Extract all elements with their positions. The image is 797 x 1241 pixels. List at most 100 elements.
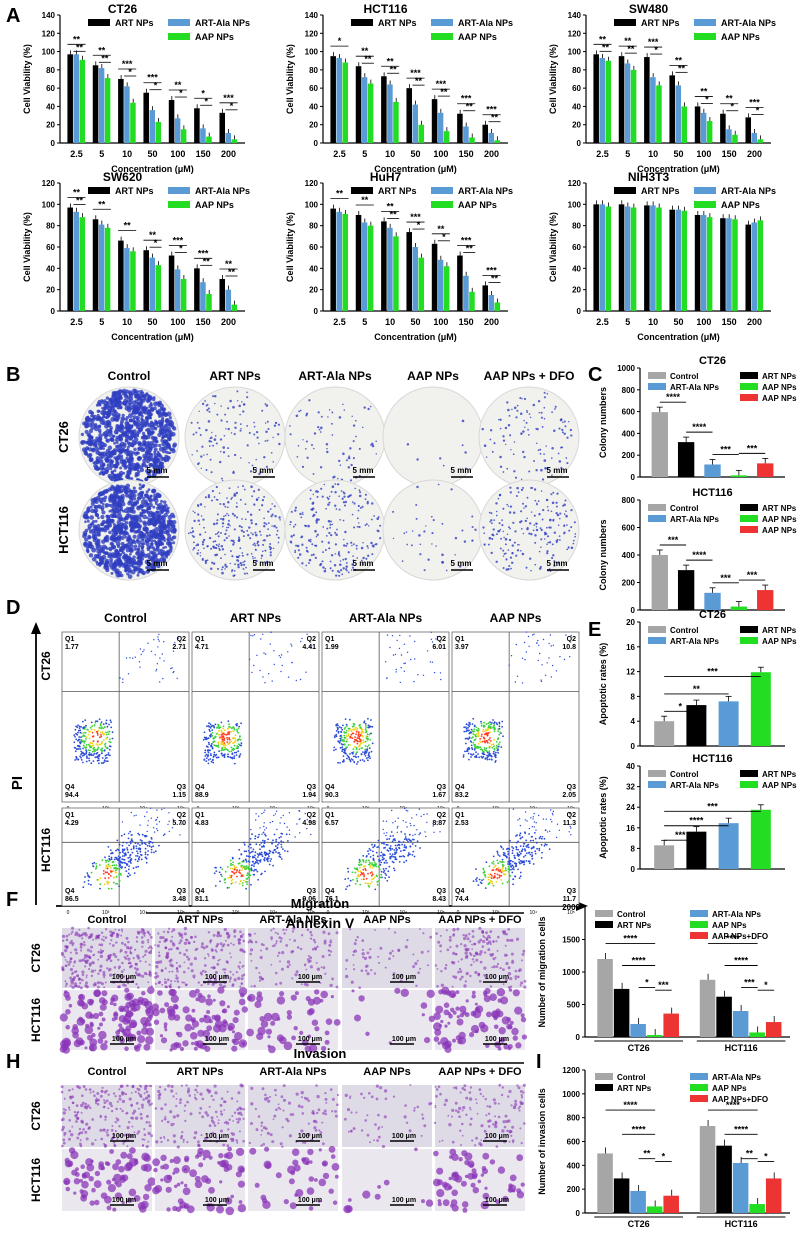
event-dot: [108, 730, 111, 733]
colony-dot: [196, 543, 200, 546]
legend-swatch: [431, 33, 453, 40]
colony-dot: [235, 555, 239, 559]
event-dot: [118, 885, 121, 888]
event-dot: [532, 634, 534, 636]
colony-dot: [566, 548, 569, 551]
event-dot: [510, 655, 513, 657]
sig-label: **: [466, 102, 474, 112]
colony-dot: [162, 407, 166, 411]
colony-dot: [221, 479, 224, 482]
event-dot: [105, 747, 108, 749]
colony-dot: [143, 553, 148, 559]
colony-dot: [274, 421, 278, 425]
colony-dot: [152, 505, 156, 509]
bar-art-nps: [677, 570, 695, 610]
bar-art-ala-nps: [149, 257, 156, 311]
colony-dot: [250, 519, 253, 522]
colony-dot: [125, 560, 129, 564]
colony-dot: [153, 534, 159, 540]
event-dot: [403, 670, 406, 672]
event-dot: [228, 723, 231, 726]
event-dot: [213, 725, 215, 728]
sig-label: ****: [692, 422, 707, 432]
event-dot: [115, 869, 117, 872]
sig-label: *: [705, 94, 709, 104]
colony-dot: [352, 543, 355, 546]
y-tick-label: 60: [309, 84, 318, 93]
event-dot: [233, 744, 236, 747]
colony-dot: [337, 477, 339, 480]
colony-dot: [550, 510, 553, 513]
colony-dot: [250, 552, 253, 555]
colony-dot: [105, 551, 109, 555]
event-dot: [349, 728, 352, 731]
colony-dot: [300, 536, 302, 539]
colony-dish: 5 mm: [382, 479, 484, 581]
sig-label: **: [700, 86, 708, 96]
colony-dot: [526, 517, 528, 520]
event-dot: [491, 746, 494, 749]
event-dot: [96, 749, 99, 751]
colony-dot: [427, 558, 430, 561]
legend-swatch: [168, 19, 190, 26]
legend-label: ART-Ala NPs: [670, 515, 719, 524]
event-dot: [354, 727, 357, 729]
event-dot: [155, 670, 157, 672]
colony-dot: [512, 511, 516, 514]
colony-dot: [155, 469, 160, 475]
event-dot: [484, 728, 487, 731]
colony-dot: [102, 419, 106, 422]
colony-dot: [335, 574, 338, 577]
event-dot: [349, 718, 351, 721]
y-tick-label: 0: [631, 606, 636, 615]
bar-art-nps: [118, 240, 124, 311]
colony-dot: [270, 451, 273, 454]
event-dot: [262, 633, 264, 635]
event-dot: [480, 720, 482, 723]
event-dot: [473, 728, 476, 731]
event-dot: [339, 762, 341, 764]
chart-title: HCT116: [363, 2, 407, 16]
colony-dot: [275, 533, 278, 536]
legend-label: AAP NPs: [762, 515, 797, 524]
colony-dot: [170, 423, 174, 427]
event-dot: [357, 761, 359, 763]
colony-dot: [301, 562, 304, 565]
event-dot: [465, 750, 468, 752]
colony-dot: [551, 411, 553, 413]
colony-dot: [526, 409, 528, 412]
event-dot: [151, 841, 154, 844]
quadrant-label: Q2: [307, 636, 316, 643]
colony-dot: [311, 543, 314, 546]
colony-dot: [535, 526, 538, 528]
colony-dot: [301, 465, 305, 469]
quadrant-label: Q2: [437, 636, 446, 643]
sig-label: ***: [122, 59, 133, 69]
colony-dot: [319, 431, 322, 433]
legend-label: AAP NPs: [762, 383, 797, 392]
colony-dot: [530, 569, 532, 572]
event-dot: [356, 737, 359, 739]
colony-dot: [96, 550, 100, 554]
colony-dot: [95, 546, 100, 551]
event-dot: [508, 664, 510, 666]
event-dot: [364, 728, 367, 731]
event-dot: [108, 740, 111, 743]
event-dot: [155, 668, 158, 671]
event-dot: [521, 682, 524, 684]
colony-dot: [128, 398, 132, 402]
colony-dot: [222, 517, 225, 520]
colony-dot: [162, 500, 167, 504]
colony-dot: [236, 390, 239, 393]
bar-art-nps: [618, 56, 625, 144]
event-dot: [550, 645, 552, 647]
colony-dot: [356, 525, 359, 528]
colony-dot: [225, 536, 228, 540]
event-dot: [486, 750, 488, 753]
event-dot: [129, 842, 132, 845]
event-dot: [485, 723, 488, 725]
event-dot: [477, 731, 480, 734]
colony-dot: [351, 415, 353, 418]
colony-dot: [564, 499, 567, 502]
legend-label: ART NPs: [762, 504, 797, 513]
